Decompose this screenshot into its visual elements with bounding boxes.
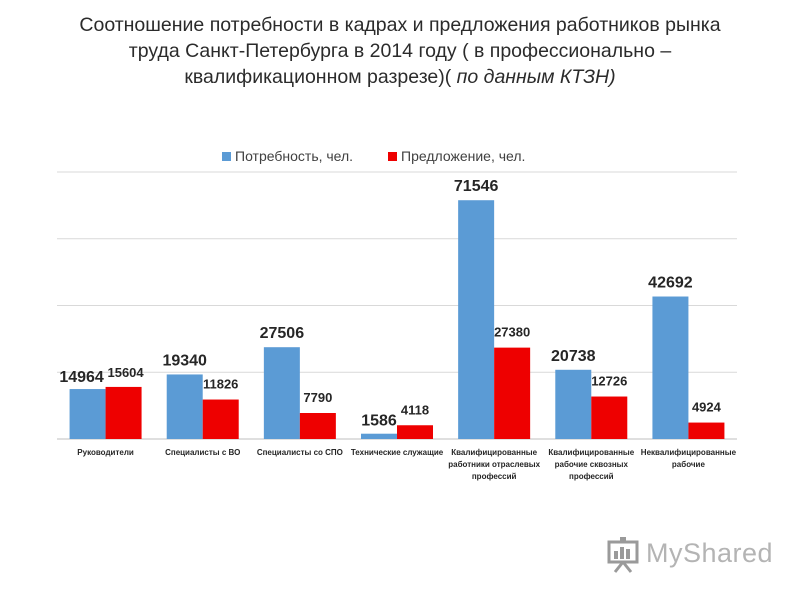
bar-demand (69, 389, 106, 439)
bar-supply (494, 347, 531, 439)
data-label-demand: 42692 (648, 275, 693, 292)
data-label-demand: 71546 (454, 178, 499, 195)
watermark: MyShared (606, 536, 776, 574)
data-label-supply: 15604 (107, 365, 144, 380)
data-label-supply: 4118 (401, 402, 429, 417)
bar-supply (299, 413, 336, 439)
legend-swatch-demand (222, 152, 231, 161)
legend-label-supply: Предложение, чел. (401, 148, 525, 164)
legend-swatch-supply (388, 152, 397, 161)
bar-supply (105, 386, 142, 439)
chart-title-line-2: труда Санкт-Петербурга в 2014 году ( в п… (128, 40, 672, 62)
bar-demand (458, 200, 495, 439)
bar-supply (202, 399, 239, 439)
bar-demand (555, 369, 592, 439)
category-label: Руководители (77, 448, 134, 457)
presentation-board-icon (607, 537, 639, 573)
data-label-demand: 19340 (162, 352, 207, 369)
bar-demand (263, 347, 300, 439)
category-label: рабочие (672, 460, 706, 469)
bar-demand (652, 296, 689, 439)
data-label-supply: 27380 (494, 325, 530, 340)
category-label: Квалифицированные (451, 448, 537, 457)
data-label-demand: 27506 (260, 325, 305, 342)
category-label: работники отраслевых (448, 460, 540, 469)
data-label-supply: 12726 (591, 374, 627, 389)
bar-demand (361, 433, 397, 439)
category-label: Технические служащие (351, 448, 444, 457)
watermark-text: MyShared (646, 538, 774, 568)
category-label: Специалисты со СПО (257, 448, 343, 457)
chart-title-line-3: квалификационном разрезе)( по данным КТЗ… (30, 64, 770, 90)
chart-title: Соотношение потребности в кадрах и предл… (30, 12, 770, 90)
chart-title-line-3-text: квалификационном разрезе)( (184, 66, 457, 88)
data-label-demand: 20738 (551, 348, 596, 365)
category-label: профессий (569, 472, 614, 481)
category-label: Квалифицированные (548, 448, 634, 457)
bar-supply (397, 425, 433, 439)
chart-title-line-1: Соотношение потребности в кадрах и предл… (79, 14, 721, 36)
data-label-demand: 14964 (59, 369, 104, 386)
category-label: рабочие сквозных (555, 460, 629, 469)
bar-demand (166, 374, 203, 439)
data-label-supply: 4924 (692, 400, 722, 415)
data-label-demand: 1586 (361, 413, 397, 430)
category-label: Неквалифицированные (641, 448, 737, 457)
category-label: Специалисты с ВО (165, 448, 240, 457)
chart-title-source: по данным КТЗН) (456, 66, 616, 88)
data-label-supply: 7790 (303, 390, 332, 405)
bar-supply (591, 396, 628, 439)
legend-label-demand: Потребность, чел. (235, 148, 353, 164)
data-label-supply: 11826 (203, 377, 238, 392)
bar-supply (688, 422, 725, 439)
category-label: профессий (472, 472, 517, 481)
